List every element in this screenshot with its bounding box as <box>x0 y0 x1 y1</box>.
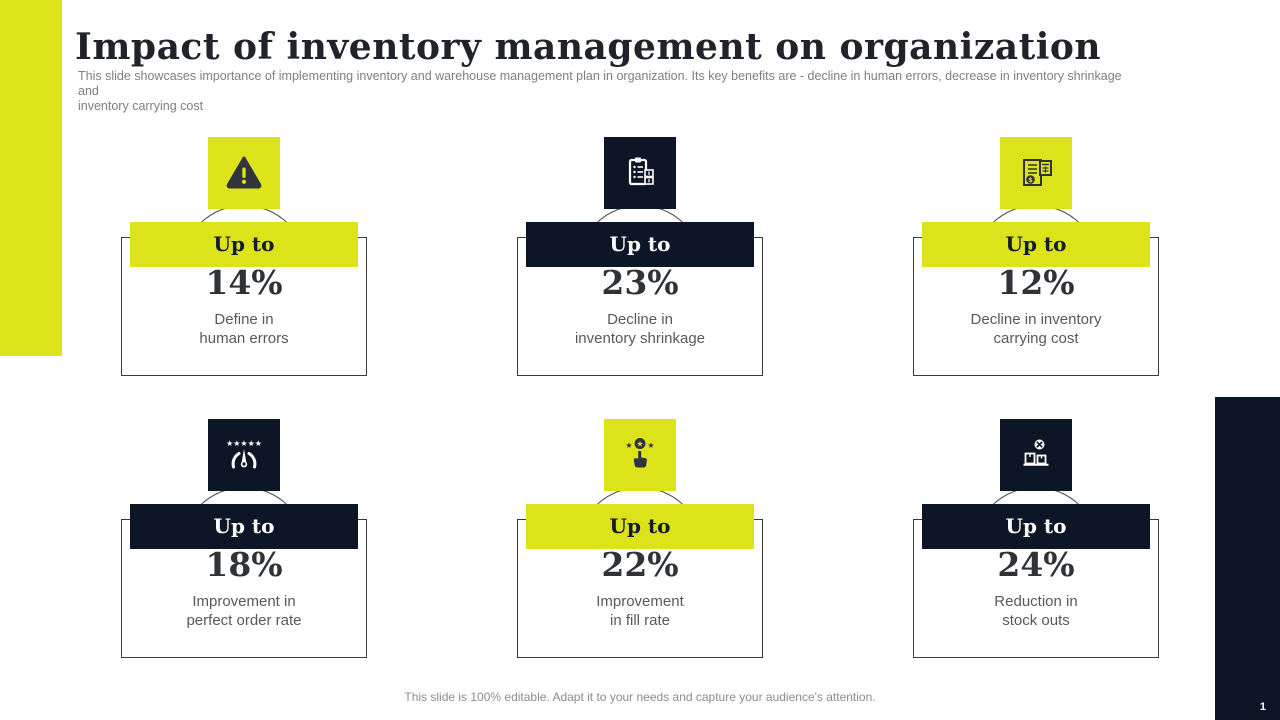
stat-value: 12% <box>997 263 1075 302</box>
stat-value: 18% <box>205 545 283 584</box>
svg-text:★: ★ <box>647 441 654 450</box>
stat-description: Decline in inventory shrinkage <box>574 311 706 347</box>
clipboard-boxes-icon <box>604 137 676 209</box>
up-to-banner: Up to <box>526 504 754 549</box>
page-title: Impact of inventory management on organi… <box>75 26 1102 68</box>
stat-description: Decline in inventory carrying cost <box>970 311 1102 347</box>
stat-value: 22% <box>601 545 679 584</box>
stockout-boxes-icon <box>1000 419 1072 491</box>
stat-value: 14% <box>205 263 283 302</box>
left-accent-bar <box>0 0 62 356</box>
footer-note: This slide is 100% editable. Adapt it to… <box>404 690 876 704</box>
stat-description: Reduction in stock outs <box>994 593 1078 629</box>
warning-icon <box>208 137 280 209</box>
svg-text:$: $ <box>1028 176 1033 184</box>
up-to-banner: Up to <box>130 222 358 267</box>
hand-stars-icon: ★ ★ ★ <box>604 419 676 491</box>
up-to-banner: Up to <box>922 222 1150 267</box>
up-to-banner: Up to <box>526 222 754 267</box>
slide-subtitle: This slide showcases importance of imple… <box>78 69 1122 113</box>
svg-text:★: ★ <box>636 440 643 449</box>
right-accent-bar: 1 <box>1215 397 1280 720</box>
stat-description: Improvement in perfect order rate <box>186 593 302 629</box>
stat-card-carrying-cost: 12% Decline in inventory carrying cost U… <box>913 137 1159 376</box>
invoice-calculator-icon: $ <box>1000 137 1072 209</box>
stat-card-perfect-order-rate: 18% Improvement in perfect order rate Up… <box>121 419 367 658</box>
gauge-stars-icon: ★★★★★ <box>208 419 280 491</box>
stat-value: 24% <box>997 545 1075 584</box>
stat-value: 23% <box>601 263 679 302</box>
page-number: 1 <box>1259 701 1266 713</box>
svg-text:★: ★ <box>625 441 632 450</box>
stat-card-inventory-shrinkage: 23% Decline in inventory shrinkage Up to <box>517 137 763 376</box>
up-to-banner: Up to <box>130 504 358 549</box>
svg-text:★★★★★: ★★★★★ <box>226 439 262 448</box>
stat-description: Improvement in fill rate <box>596 593 684 629</box>
stat-card-stock-outs: 24% Reduction in stock outs Up to <box>913 419 1159 658</box>
stat-card-human-errors: 14% Define in human errors Up to <box>121 137 367 376</box>
stat-description: Define in human errors <box>199 311 289 347</box>
up-to-banner: Up to <box>922 504 1150 549</box>
stat-card-fill-rate: 22% Improvement in fill rate Up to ★ ★ ★ <box>517 419 763 658</box>
